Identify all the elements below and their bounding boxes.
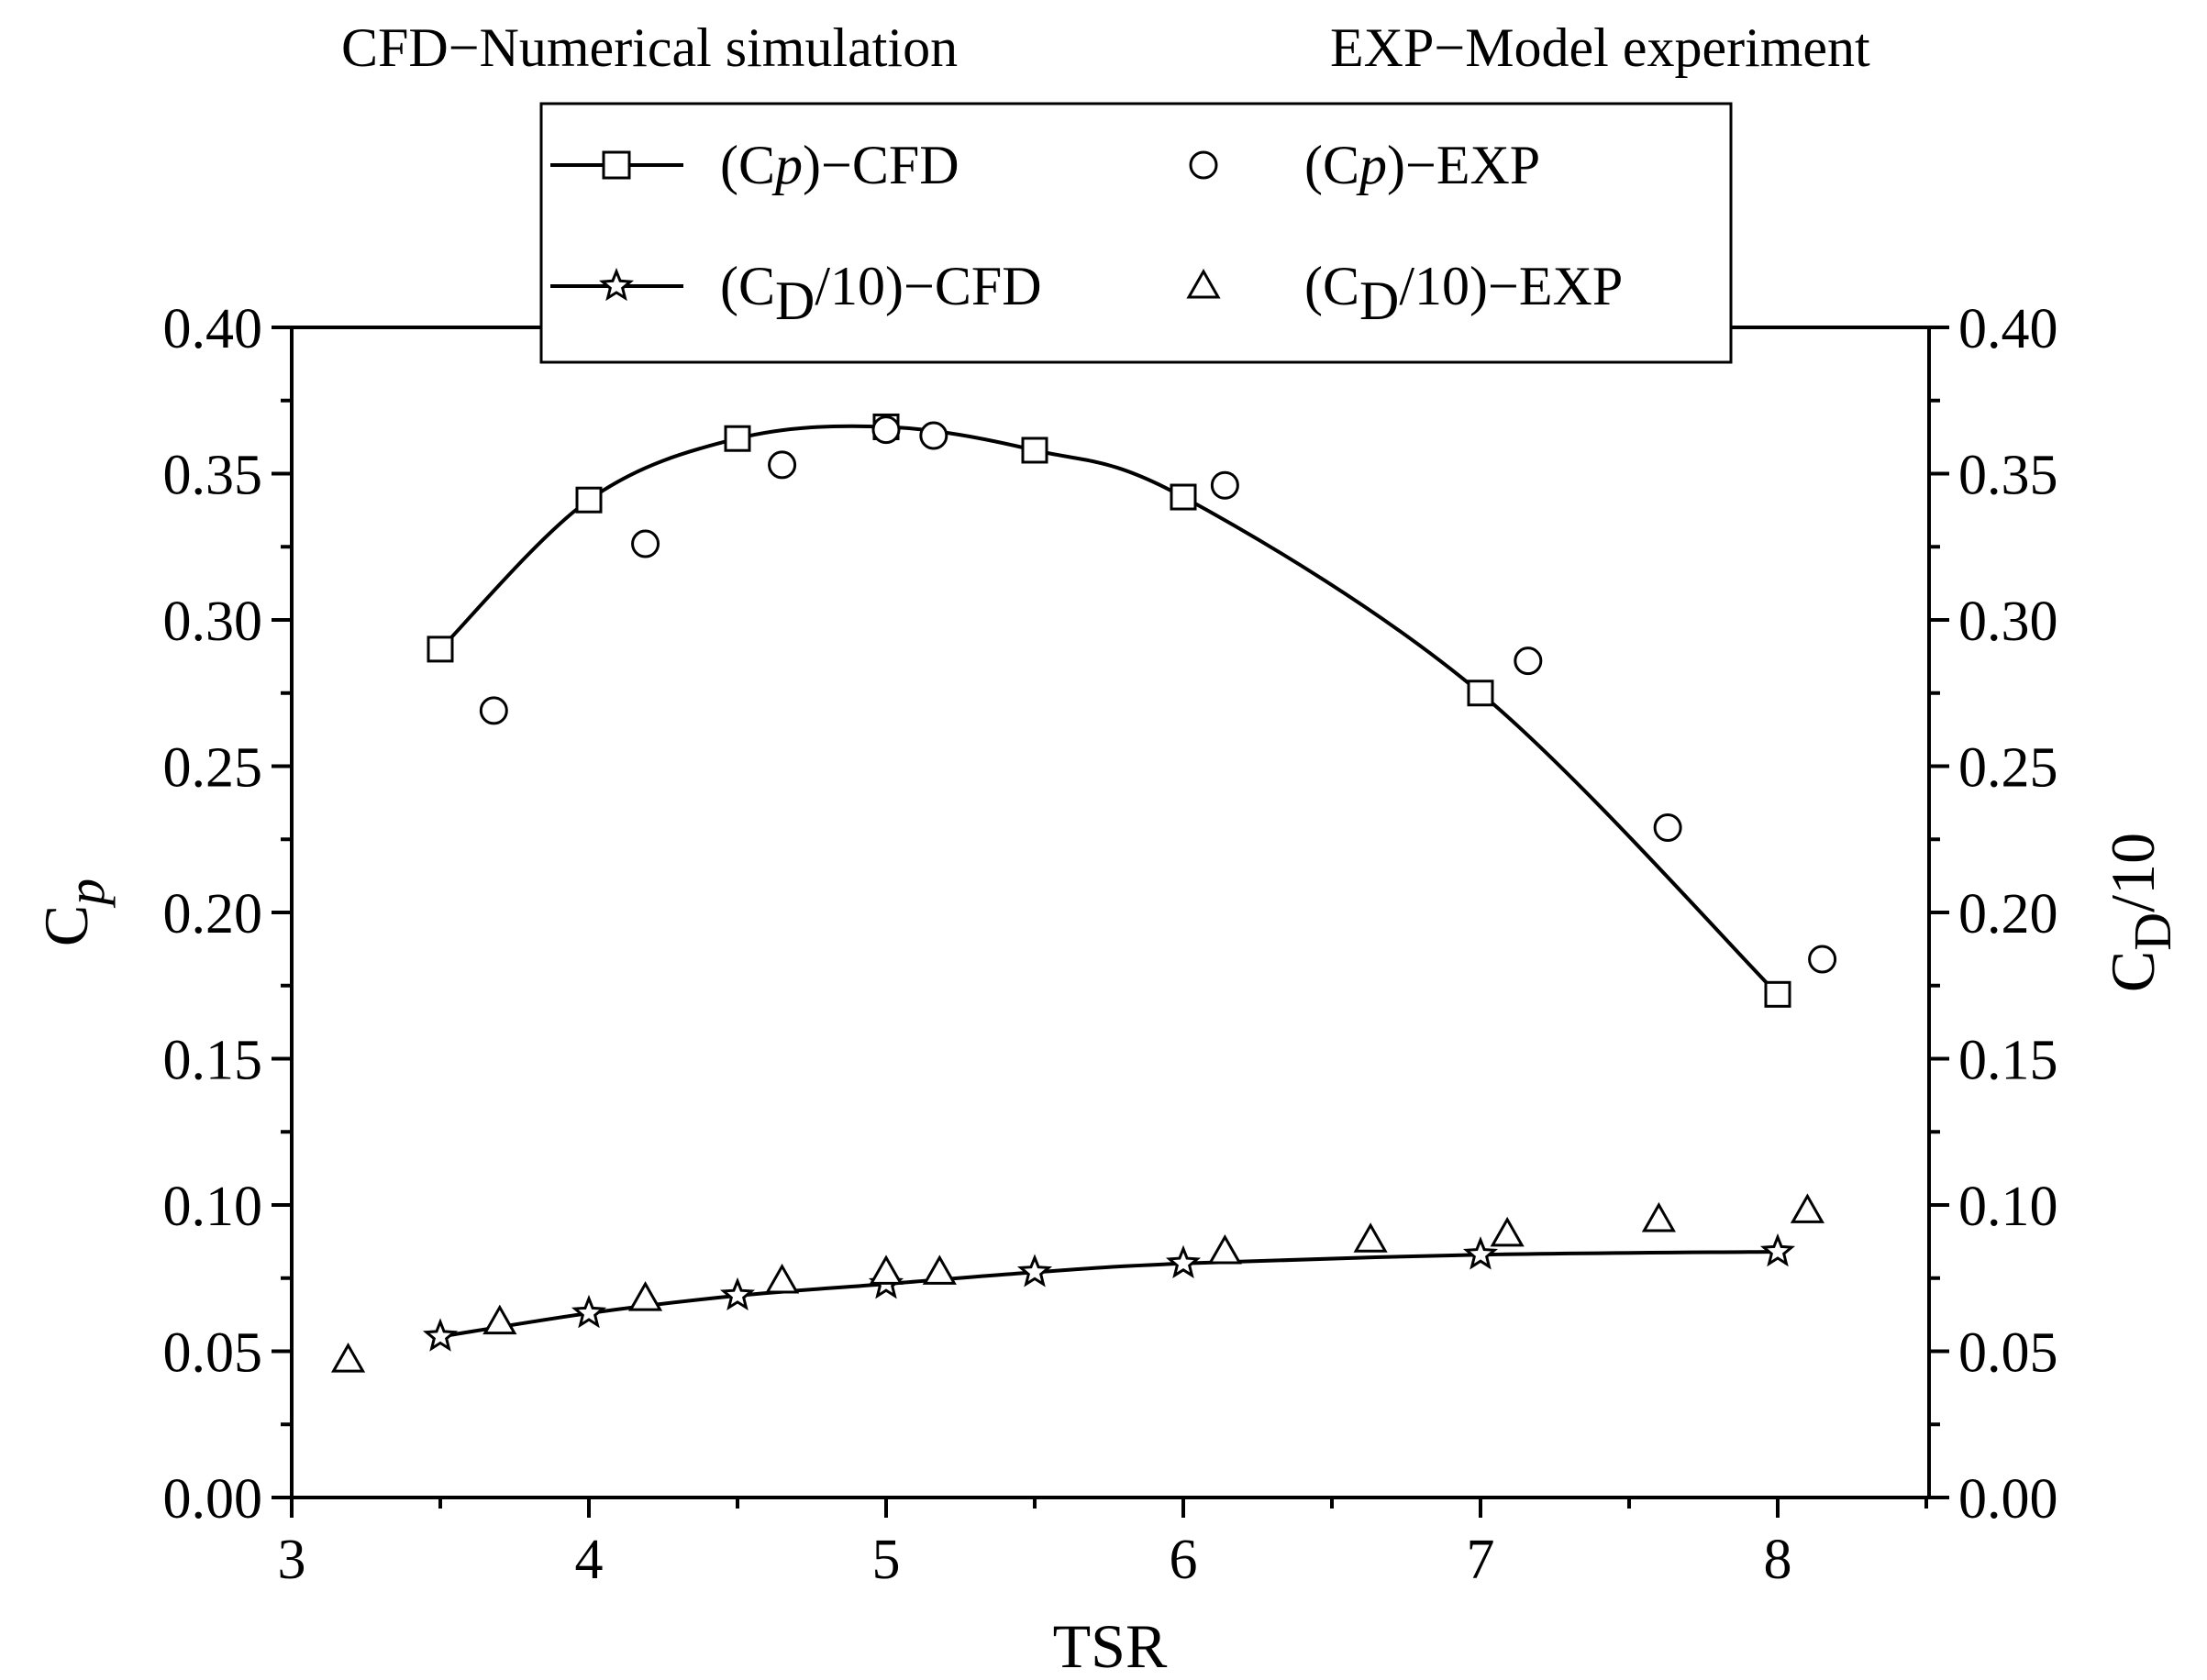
cd-exp-point bbox=[869, 1254, 904, 1285]
cd-exp-point bbox=[627, 1281, 663, 1311]
cd-cfd-point bbox=[571, 1294, 607, 1329]
cd-cfd-point bbox=[1165, 1244, 1202, 1278]
legend-cd-exp-marker bbox=[1186, 268, 1221, 299]
cd-exp-point bbox=[482, 1304, 517, 1335]
y-axis-title-right-rest: /10 bbox=[2098, 833, 2168, 912]
y-tick-label-right: 0.20 bbox=[1958, 883, 2058, 945]
y-tick-label-right: 0.00 bbox=[1958, 1468, 2058, 1531]
y-axis-title-right: CD/10 bbox=[2098, 833, 2182, 992]
cp-cfd-point bbox=[724, 425, 751, 452]
x-tick-label: 5 bbox=[872, 1529, 901, 1591]
x-tick-labels: 3 4 5 6 7 8 bbox=[278, 1529, 1792, 1591]
y-tick-label-right: 0.25 bbox=[1958, 737, 2058, 800]
cd-exp-point bbox=[1207, 1234, 1242, 1265]
cd-cfd-point bbox=[422, 1318, 459, 1352]
cp-exp-point bbox=[1514, 647, 1543, 676]
x-tick-label: 4 bbox=[575, 1529, 604, 1591]
cp-cfd-point bbox=[1467, 680, 1494, 707]
cd-exp-point bbox=[1490, 1216, 1525, 1247]
y-tick-label-left: 0.20 bbox=[163, 883, 263, 945]
legend-cp-cfd-marker bbox=[602, 150, 631, 180]
y-tick-label-right: 0.35 bbox=[1958, 445, 2058, 507]
cp-cfd-point bbox=[1021, 437, 1048, 464]
right-tick-labels: 0.00 0.05 0.10 0.15 0.20 0.25 0.30 0.35 0.40 bbox=[1958, 298, 2058, 1531]
legend-cp-cfd-label: (Cp)−CFD bbox=[720, 135, 959, 195]
y-tick-label-left: 0.35 bbox=[163, 445, 263, 507]
cp-exp-point bbox=[1808, 945, 1837, 974]
y-tick-label-right: 0.15 bbox=[1958, 1030, 2058, 1092]
cp-cfd-point bbox=[575, 486, 603, 514]
x-tick-label: 3 bbox=[278, 1529, 306, 1591]
cp-exp-point bbox=[919, 421, 948, 450]
cd-exp-point bbox=[1790, 1193, 1824, 1223]
legend-cp-exp-label: (Cp)−EXP bbox=[1304, 135, 1540, 195]
y-axis-title: Cp bbox=[31, 879, 116, 946]
cp-cfd-point bbox=[1170, 483, 1197, 511]
cp-exp-point bbox=[871, 415, 901, 445]
series-lines bbox=[438, 424, 1780, 1339]
y-tick-label-left: 0.10 bbox=[163, 1176, 263, 1238]
cp-cfd-point bbox=[427, 636, 454, 663]
y-tick-label-left: 0.15 bbox=[163, 1030, 263, 1092]
cp-exp-point bbox=[768, 450, 797, 480]
note-exp: EXP−Model experiment bbox=[1330, 17, 1870, 78]
y-tick-label-left: 0.05 bbox=[163, 1322, 263, 1385]
cd-exp-point bbox=[765, 1263, 800, 1294]
cp-exp-point bbox=[1210, 470, 1239, 500]
legend-cd-exp-label: (CD/10)−EXP bbox=[1304, 256, 1623, 331]
x-tick-label: 8 bbox=[1764, 1529, 1792, 1591]
cp-exp-point bbox=[1653, 812, 1682, 842]
cd-cfd-point bbox=[1016, 1254, 1053, 1288]
x-tick-label: 7 bbox=[1467, 1529, 1495, 1591]
note-cfd: CFD−Numerical simulation bbox=[341, 17, 958, 78]
cd-exp-point bbox=[330, 1343, 366, 1373]
y-tick-label-right: 0.10 bbox=[1958, 1176, 2058, 1238]
cp-exp-point bbox=[479, 696, 508, 725]
y-axis-title-sub: p bbox=[56, 879, 116, 909]
series-line-0 bbox=[438, 424, 1780, 996]
legend: (Cp)−CFD (Cp)−EXP (CD/10)−CFD (CD/10)−EX… bbox=[539, 102, 1733, 364]
y-tick-label-left: 0.25 bbox=[163, 737, 263, 800]
cp-cfd-point bbox=[1764, 980, 1791, 1008]
y-axis-title-right-main: C bbox=[2098, 951, 2168, 992]
legend-box bbox=[539, 102, 1733, 364]
series-markers bbox=[330, 413, 1837, 1373]
cd-exp-point bbox=[922, 1254, 957, 1285]
y-tick-label-right: 0.05 bbox=[1958, 1322, 2058, 1385]
y-tick-label-right: 0.40 bbox=[1958, 298, 2058, 360]
cp-exp-point bbox=[631, 529, 660, 558]
cd-exp-point bbox=[1353, 1222, 1388, 1253]
cd-cfd-point bbox=[1462, 1236, 1499, 1270]
x-tick-label: 6 bbox=[1170, 1529, 1198, 1591]
cd-cfd-point bbox=[1759, 1232, 1796, 1267]
legend-cd-cfd-label: (CD/10)−CFD bbox=[720, 256, 1042, 331]
y-tick-label-left: 0.30 bbox=[163, 591, 263, 653]
left-tick-labels: 0.00 0.05 0.10 0.15 0.20 0.25 0.30 0.35 0.40 bbox=[163, 298, 263, 1531]
cd-exp-point bbox=[1641, 1201, 1676, 1232]
y-axis-title-main: C bbox=[31, 905, 101, 946]
cd-cfd-point bbox=[719, 1277, 756, 1311]
y-tick-label-left: 0.40 bbox=[163, 298, 263, 360]
axis-ticks bbox=[272, 326, 1949, 1518]
x-axis-title: TSR bbox=[1053, 1611, 1168, 1680]
legend-cd-cfd-marker bbox=[598, 267, 635, 302]
legend-cp-exp-marker bbox=[1189, 150, 1218, 180]
y-tick-label-left: 0.00 bbox=[163, 1468, 263, 1531]
y-axis-title-right-sub: D bbox=[2123, 912, 2182, 951]
y-tick-label-right: 0.30 bbox=[1958, 591, 2058, 653]
